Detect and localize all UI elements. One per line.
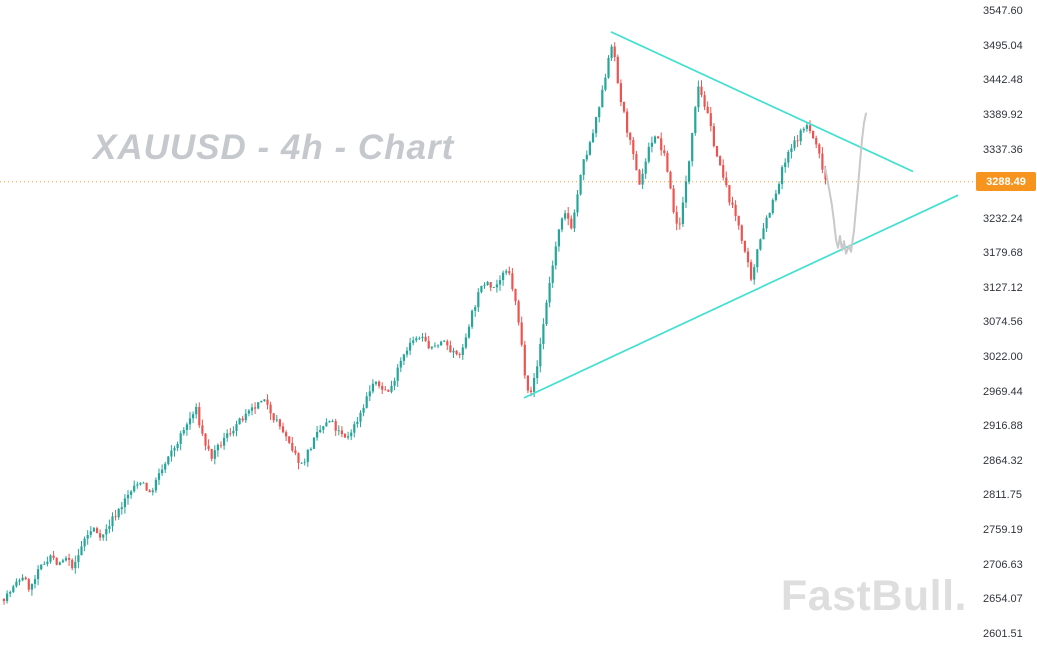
- price-axis-label: 3074.56: [983, 316, 1023, 329]
- price-axis-label: 2601.51: [983, 627, 1023, 640]
- fastbull-brand-watermark: FastBull.: [780, 572, 967, 620]
- price-axis-label: 3337.36: [983, 143, 1023, 156]
- current-price-badge: 3288.49: [976, 172, 1036, 192]
- price-axis-label: 2969.44: [983, 385, 1023, 398]
- price-axis-label: 3389.92: [983, 108, 1023, 121]
- candlestick-series: [2, 42, 827, 605]
- price-axis-label: 2811.75: [983, 489, 1022, 502]
- forecast-path[interactable]: [824, 112, 867, 255]
- price-axis-label: 3022.00: [983, 351, 1023, 364]
- price-axis-label: 3442.48: [983, 74, 1023, 87]
- price-axis-label: 2706.63: [983, 558, 1023, 571]
- price-axis-label: 2916.88: [983, 420, 1023, 433]
- symbol-watermark: XAUUSD - 4h - Chart: [93, 128, 455, 167]
- price-axis-label: 2864.32: [983, 454, 1023, 467]
- price-axis-label: 3179.68: [983, 247, 1023, 260]
- upper-trendline[interactable]: [610, 31, 914, 173]
- lower-trendline[interactable]: [523, 194, 959, 399]
- price-axis-label: 3495.04: [983, 39, 1023, 52]
- price-axis-label: 2759.19: [983, 524, 1023, 537]
- price-axis-label: 2654.07: [983, 593, 1023, 606]
- price-axis-label: 3232.24: [983, 212, 1023, 225]
- candlestick-chart-canvas[interactable]: [0, 0, 975, 665]
- price-axis-label: 3127.12: [983, 281, 1023, 294]
- price-axis[interactable]: 3288.49 3547.60 3495.04 3442.48 3389.92 3337…: [975, 0, 1037, 665]
- price-axis-label: 3547.60: [983, 5, 1023, 18]
